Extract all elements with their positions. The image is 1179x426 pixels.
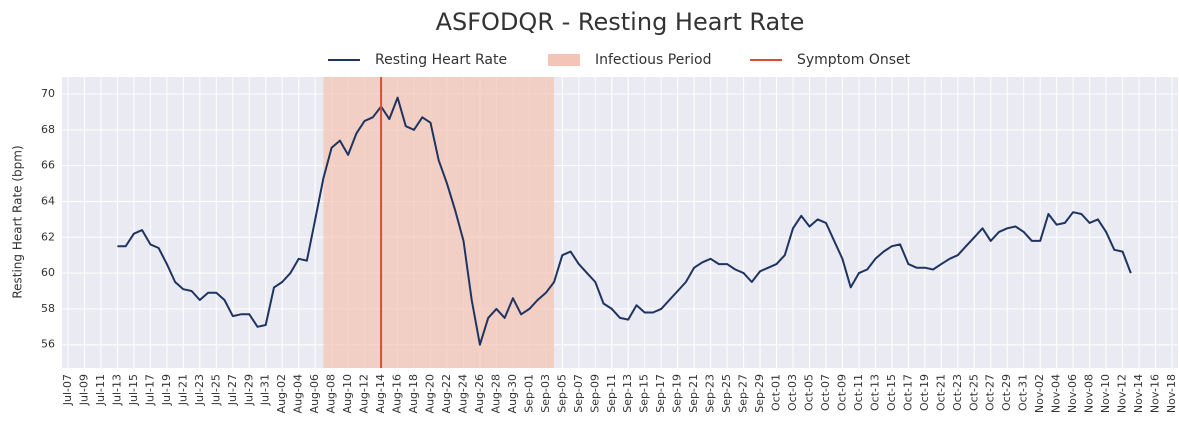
x-tick-label: Nov-12	[1116, 374, 1129, 413]
x-tick-label: Sep-03	[539, 374, 552, 413]
x-tick-label: Oct-29	[1000, 374, 1013, 411]
x-tick-label: Jul-29	[242, 374, 255, 406]
y-tick-label: 66	[41, 159, 55, 172]
x-tick-label: Jul-23	[193, 374, 206, 406]
x-tick-label: Nov-04	[1050, 374, 1063, 413]
y-axis-label: Resting Heart Rate (bpm)	[11, 145, 25, 298]
x-tick-label: Aug-28	[489, 374, 502, 413]
x-tick-label: Nov-14	[1132, 374, 1145, 413]
x-tick-label: Jul-25	[209, 374, 222, 406]
x-tick-label: Oct-11	[852, 374, 865, 411]
x-tick-label: Oct-13	[868, 374, 881, 411]
x-tick-label: Aug-20	[424, 374, 437, 413]
y-tick-label: 58	[41, 302, 55, 315]
infectious-span	[323, 77, 555, 368]
y-tick-label: 64	[41, 194, 55, 207]
x-tick-label: Jul-13	[110, 374, 123, 406]
x-tick-label: Aug-08	[325, 374, 338, 413]
x-tick-label: Jul-17	[143, 374, 156, 406]
x-tick-label: Aug-16	[391, 374, 404, 413]
x-tick-label: Oct-19	[918, 374, 931, 411]
x-tick-label: Oct-07	[819, 374, 832, 411]
x-tick-label: Sep-25	[720, 374, 733, 413]
x-tick-label: Sep-07	[572, 374, 585, 413]
x-tick-label: Jul-19	[160, 374, 173, 406]
x-tick-label: Oct-03	[786, 374, 799, 411]
x-tick-label: Aug-14	[374, 374, 387, 413]
x-tick-label: Jul-31	[259, 374, 272, 406]
x-tick-label: Oct-27	[984, 374, 997, 411]
x-tick-label: Sep-23	[704, 374, 717, 413]
chart-title: ASFODQR - Resting Heart Rate	[436, 8, 805, 36]
x-tick-label: Nov-16	[1149, 374, 1162, 413]
plot-background	[62, 77, 1178, 368]
x-tick-label: Jul-15	[127, 374, 140, 406]
x-tick-label: Sep-15	[638, 374, 651, 413]
x-tick-label: Sep-05	[555, 374, 568, 413]
x-tick-label: Oct-21	[934, 374, 947, 411]
x-tick-label: Aug-26	[473, 374, 486, 413]
y-tick-label: 68	[41, 123, 55, 136]
x-tick-label: Aug-04	[292, 374, 305, 413]
x-tick-label: Sep-17	[654, 374, 667, 413]
x-tick-label: Aug-02	[275, 374, 288, 413]
x-tick-label: Oct-01	[770, 374, 783, 411]
y-tick-label: 60	[41, 266, 55, 279]
legend-label: Infectious Period	[595, 52, 711, 68]
legend-span-swatch	[548, 54, 580, 66]
x-tick-label: Jul-27	[226, 374, 239, 406]
x-tick-label: Aug-30	[506, 374, 519, 413]
x-tick-label: Sep-27	[737, 374, 750, 413]
legend-label: Symptom Onset	[797, 52, 911, 68]
x-tick-label: Jul-09	[77, 374, 90, 406]
x-tick-label: Oct-09	[835, 374, 848, 411]
x-tick-label: Sep-29	[753, 374, 766, 413]
x-tick-label: Jul-07	[61, 374, 74, 406]
y-tick-label: 62	[41, 230, 55, 243]
x-tick-label: Oct-25	[967, 374, 980, 411]
x-tick-label: Jul-11	[94, 374, 107, 406]
x-tick-label: Sep-01	[522, 374, 535, 413]
x-tick-label: Nov-08	[1083, 374, 1096, 413]
x-tick-label: Oct-23	[951, 374, 964, 411]
x-tick-label: Aug-10	[341, 374, 354, 413]
x-tick-label: Nov-10	[1099, 374, 1112, 413]
x-tick-label: Sep-11	[605, 374, 618, 413]
x-tick-label: Oct-17	[901, 374, 914, 411]
x-tick-label: Sep-19	[671, 374, 684, 413]
x-tick-label: Aug-12	[358, 374, 371, 413]
x-tick-label: Sep-13	[621, 374, 634, 413]
y-tick-label: 70	[41, 87, 55, 100]
y-tick-label: 56	[41, 338, 55, 351]
x-tick-label: Aug-22	[440, 374, 453, 413]
x-tick-label: Nov-02	[1033, 374, 1046, 413]
x-tick-label: Oct-05	[802, 374, 815, 411]
x-tick-label: Nov-06	[1066, 374, 1079, 413]
x-tick-label: Oct-15	[885, 374, 898, 411]
x-tick-label: Sep-09	[588, 374, 601, 413]
x-tick-label: Oct-31	[1017, 374, 1030, 411]
legend-label: Resting Heart Rate	[375, 52, 507, 68]
x-tick-label: Jul-21	[176, 374, 189, 406]
x-tick-label: Sep-21	[687, 374, 700, 413]
heart-rate-line	[117, 96, 1132, 346]
x-tick-label: Aug-06	[308, 374, 321, 413]
x-tick-label: Nov-18	[1165, 374, 1178, 413]
x-tick-label: Aug-24	[456, 374, 469, 413]
x-tick-label: Aug-18	[407, 374, 420, 413]
